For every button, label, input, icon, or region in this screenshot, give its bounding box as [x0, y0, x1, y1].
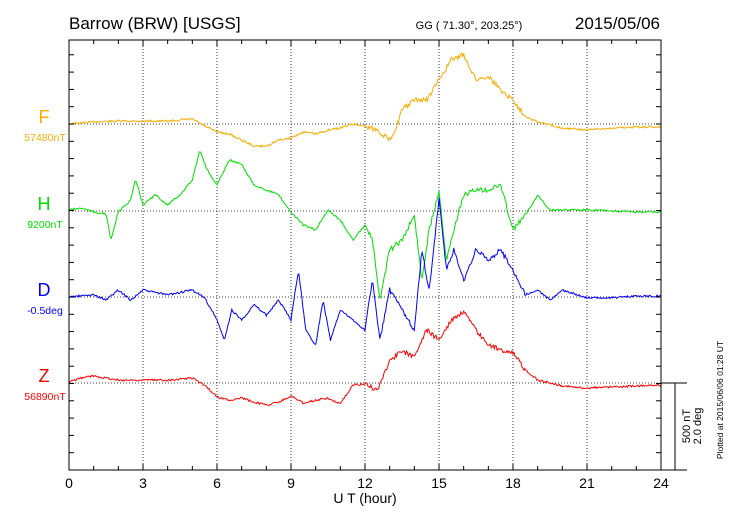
- series-labels: F 57480nT H 9200nT D -0.5deg Z 56890nT: [24, 107, 66, 403]
- series-baseline-Z: 56890nT: [24, 391, 66, 403]
- x-tick-label: 9: [287, 475, 295, 491]
- series-line-F: [68, 52, 662, 148]
- x-tick-label: 15: [431, 475, 447, 491]
- x-tick-label: 24: [653, 475, 669, 491]
- plot-frame: [68, 39, 662, 471]
- scale-bar: 500 nT 2.0 deg: [661, 382, 704, 471]
- series-baseline-H: 9200nT: [27, 219, 63, 231]
- grid: [69, 40, 661, 470]
- series-name-D: D: [38, 280, 51, 300]
- series-lines: [68, 52, 662, 407]
- chart-title: Barrow (BRW) [USGS]: [69, 14, 241, 33]
- x-tick-label: 6: [213, 475, 221, 491]
- series-line-D: [68, 197, 662, 345]
- x-axis-label: U T (hour): [333, 490, 396, 506]
- series-name-Z: Z: [39, 366, 50, 386]
- series-name-H: H: [38, 194, 51, 214]
- series-line-Z: [68, 309, 662, 407]
- series-name-F: F: [39, 107, 50, 127]
- x-tick-label: 3: [139, 475, 147, 491]
- plotted-at: Plotted at 2015/06/06 01:28 UT: [715, 341, 725, 459]
- axis-ticks: 0 3 6 9 12 15 18 21 24: [65, 40, 669, 491]
- scale-nT: 500 nT: [681, 409, 693, 444]
- x-tick-label: 21: [579, 475, 595, 491]
- chart-subtitle: GG ( 71.30°, 203.25°): [416, 20, 523, 32]
- scale-deg: 2.0 deg: [692, 408, 704, 445]
- chart-date: 2015/05/06: [575, 14, 660, 33]
- series-baseline-F: 57480nT: [24, 132, 66, 144]
- x-tick-label: 18: [505, 475, 521, 491]
- x-tick-label: 0: [65, 475, 73, 491]
- x-tick-label: 12: [357, 475, 373, 491]
- series-baseline-D: -0.5deg: [27, 305, 63, 317]
- series-line-H: [68, 151, 662, 299]
